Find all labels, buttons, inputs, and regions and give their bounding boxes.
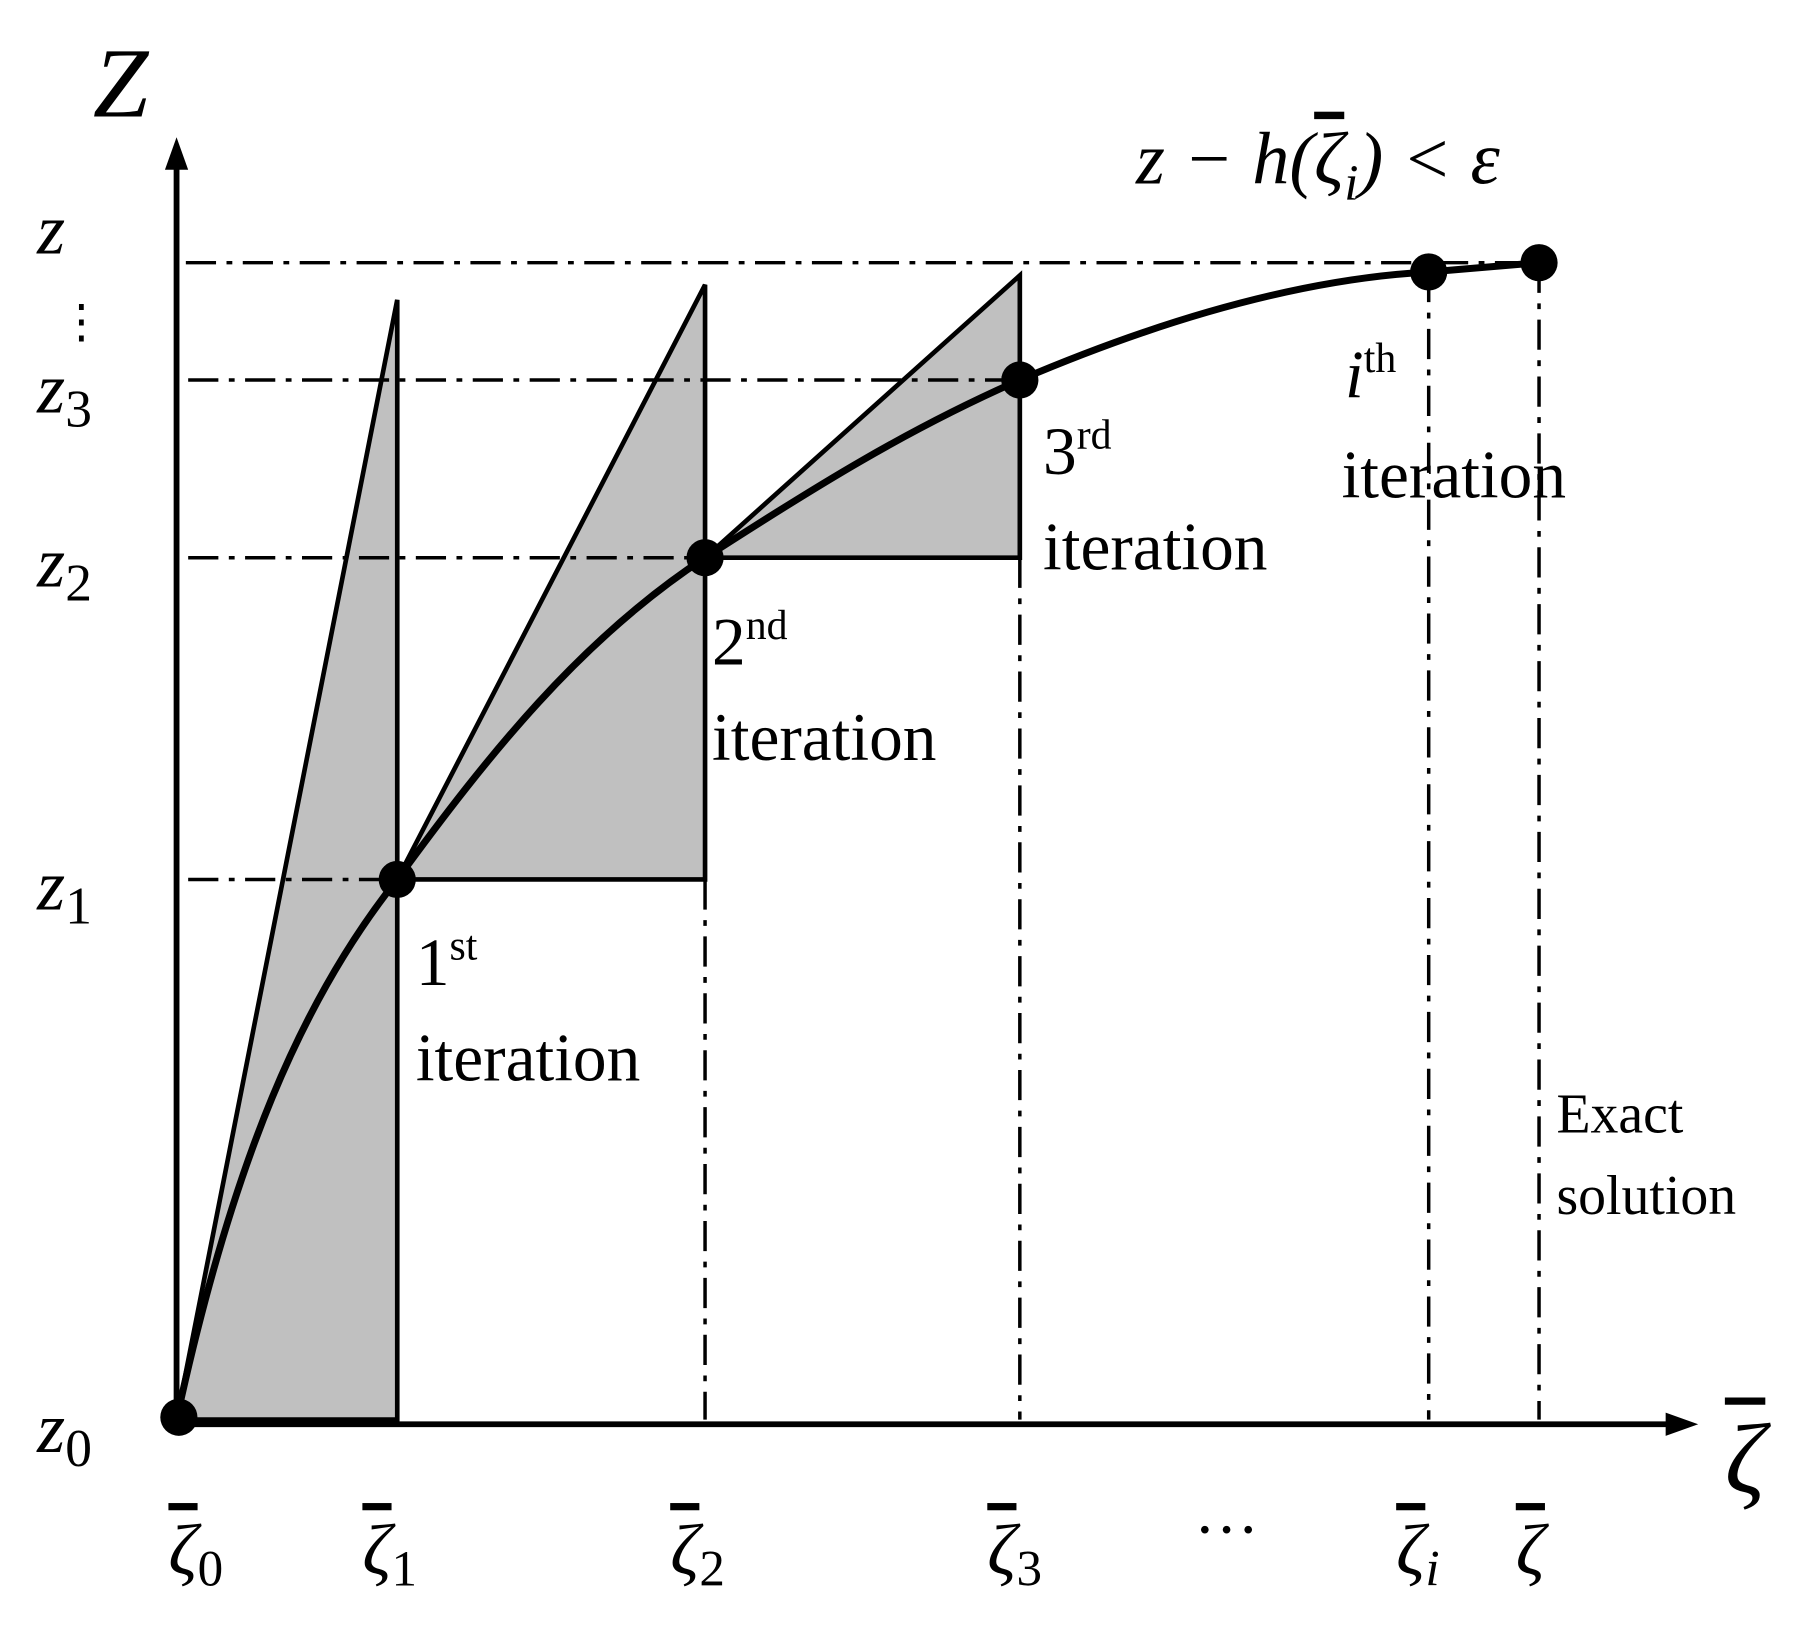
text-part: 2 — [65, 553, 92, 613]
text-part: 2 — [699, 1541, 725, 1598]
exact-label: Exact — [1556, 1084, 1683, 1146]
triangle-1 — [173, 299, 400, 1422]
y-label: z — [36, 189, 65, 269]
axes — [171, 162, 1673, 1428]
exact-label: solution — [1556, 1165, 1736, 1227]
iteration-label: iteration — [1043, 509, 1267, 584]
point — [1001, 361, 1039, 399]
x-label: ζ — [1516, 1510, 1550, 1590]
x-arrow — [1665, 1412, 1699, 1436]
text-part: th — [1364, 336, 1397, 382]
text-part: ζ — [362, 1510, 396, 1590]
text-part: z — [36, 846, 65, 926]
text-part: i — [1425, 1541, 1439, 1598]
text-part: 3 — [1016, 1541, 1042, 1598]
x-label: ζi — [1396, 1510, 1439, 1598]
equation: z − h(ζi) < ε — [1135, 119, 1501, 212]
text-part: 0 — [65, 1418, 92, 1478]
text-part: 3 — [1043, 414, 1077, 489]
text-part: ) < ε — [1354, 119, 1500, 201]
text-part: z — [36, 349, 65, 429]
text-part: ζ — [1396, 1510, 1430, 1590]
iteration-number: 2nd — [712, 603, 788, 680]
text-part: 0 — [198, 1541, 224, 1598]
text-part: 3 — [65, 378, 92, 438]
text-part: ζ — [168, 1510, 202, 1590]
iteration-number: 3rd — [1043, 413, 1112, 490]
text-part: i — [1344, 155, 1358, 212]
text-part: i — [1345, 337, 1364, 412]
text-part: z − h( — [1135, 119, 1318, 201]
text-part: rd — [1077, 413, 1112, 459]
y-label: z3 — [36, 349, 92, 439]
triangle-2 — [393, 283, 708, 882]
y-label: z2 — [36, 523, 92, 613]
y-title: Z — [93, 27, 150, 138]
x-label: ··· — [1194, 1494, 1259, 1566]
text-part: 2 — [712, 605, 746, 680]
y-label: ⋮ — [58, 297, 104, 348]
text-part: nd — [746, 603, 788, 649]
x-label: ζ0 — [168, 1510, 223, 1598]
y-label: z1 — [36, 846, 92, 936]
text-part: 1 — [392, 1541, 418, 1598]
iteration-label: iteration — [416, 1020, 640, 1095]
y-label: z0 — [36, 1388, 92, 1478]
x-label: ζ1 — [362, 1510, 417, 1598]
point — [1410, 253, 1448, 291]
iteration-label: iteration — [1342, 437, 1566, 512]
iteration-label: iteration — [712, 700, 936, 775]
x-label: ζ2 — [670, 1510, 725, 1598]
text-part: ζ — [1314, 119, 1349, 201]
iteration-number: 1st — [416, 924, 478, 1001]
text-part: ζ — [670, 1510, 704, 1590]
text-part: z — [36, 1388, 65, 1468]
x-title: ζ — [1725, 1404, 1772, 1515]
point — [686, 539, 724, 577]
text-part: z — [36, 523, 65, 603]
text-part: ζ — [987, 1510, 1021, 1590]
x-label: ζ3 — [987, 1510, 1042, 1598]
curve — [173, 259, 1540, 1421]
text-part: st — [450, 924, 478, 970]
points — [160, 244, 1558, 1436]
guide-lines — [185, 260, 1541, 1420]
text-part: 1 — [416, 925, 450, 1000]
text-part: 1 — [65, 876, 92, 936]
y-arrow — [164, 137, 189, 170]
triangle-3 — [698, 270, 1023, 561]
triangles — [173, 270, 1023, 1422]
point — [1520, 244, 1558, 282]
iteration-number: ith — [1345, 336, 1396, 413]
point — [378, 860, 416, 899]
point — [160, 1398, 198, 1436]
